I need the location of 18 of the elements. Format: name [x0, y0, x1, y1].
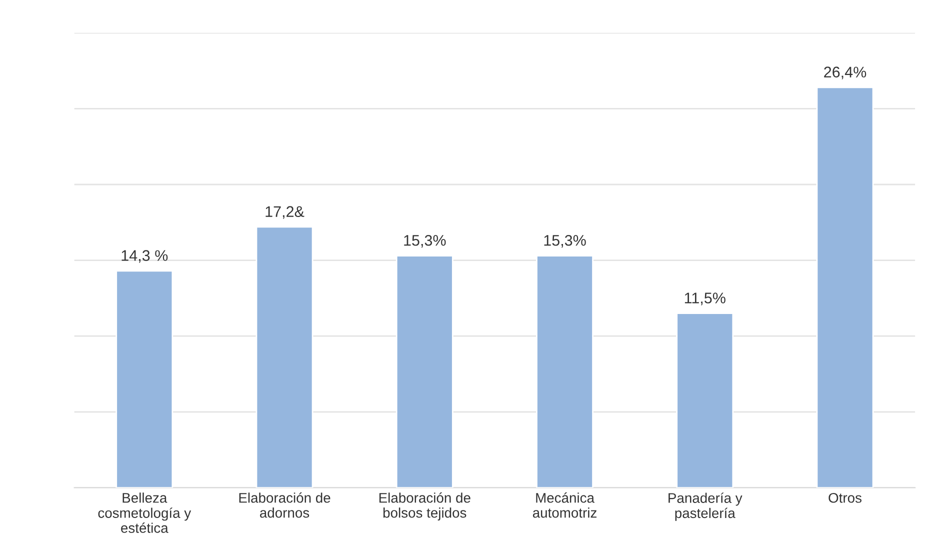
data-label: 15,3% — [404, 234, 446, 248]
bar — [116, 270, 174, 488]
x-tick-label: Panadería y pastelería — [668, 492, 742, 521]
x-tick-label: Elaboración de adornos — [239, 492, 330, 518]
bar — [396, 255, 454, 488]
x-tick-label: Belleza cosmetología y estética — [98, 492, 192, 533]
x-tick-label: Mecánica automotriz — [532, 492, 596, 518]
x-tick-label: Otros — [828, 492, 862, 503]
bar — [536, 255, 594, 488]
data-label: 17,2& — [266, 206, 304, 219]
data-label: 26,4% — [824, 66, 866, 80]
bar — [816, 86, 874, 488]
data-label: 15,3% — [544, 234, 586, 248]
x-tick-label: Elaboración de bolsos tejidos — [379, 492, 470, 520]
bar — [256, 226, 314, 488]
data-label: 11,5% — [684, 292, 726, 306]
data-label: 14,3 % — [122, 250, 168, 263]
bar — [676, 312, 734, 488]
